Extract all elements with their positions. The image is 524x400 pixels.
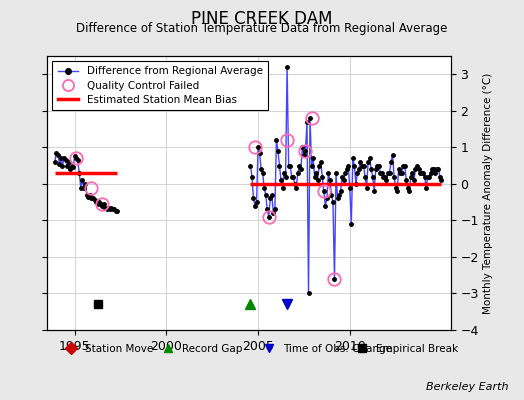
Y-axis label: Monthly Temperature Anomaly Difference (°C): Monthly Temperature Anomaly Difference (… — [483, 72, 493, 314]
Text: PINE CREEK DAM: PINE CREEK DAM — [191, 10, 333, 28]
Text: Time of Obs. Change: Time of Obs. Change — [283, 344, 392, 354]
Legend: Difference from Regional Average, Quality Control Failed, Estimated Station Mean: Difference from Regional Average, Qualit… — [52, 61, 268, 110]
Text: Berkeley Earth: Berkeley Earth — [426, 382, 508, 392]
Text: Record Gap: Record Gap — [182, 344, 243, 354]
Text: Difference of Station Temperature Data from Regional Average: Difference of Station Temperature Data f… — [77, 22, 447, 35]
Text: Station Move: Station Move — [85, 344, 154, 354]
Text: Empirical Break: Empirical Break — [376, 344, 458, 354]
